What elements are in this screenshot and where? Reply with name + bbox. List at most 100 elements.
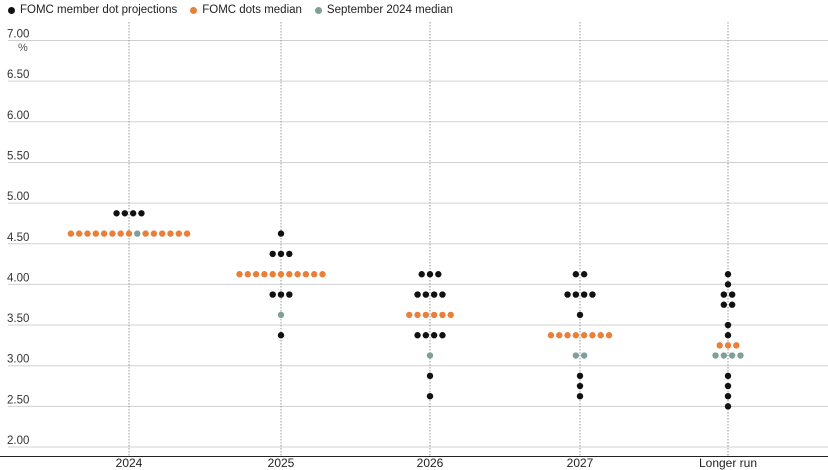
member-dot — [277, 230, 285, 237]
y-unit-label: % — [18, 42, 28, 54]
member-dot — [430, 291, 438, 298]
median-dot — [294, 271, 301, 278]
median-dot — [311, 271, 318, 278]
member-dot — [426, 271, 434, 278]
median-dot — [589, 332, 596, 339]
median-dot — [175, 230, 182, 237]
median-dot — [117, 230, 124, 237]
median-dot — [236, 271, 243, 278]
member-dot — [277, 291, 285, 298]
member-dot — [724, 281, 732, 288]
median-dot — [84, 230, 91, 237]
member-dot — [724, 372, 732, 380]
median-dot — [302, 271, 310, 278]
median-dot — [67, 230, 75, 237]
median-dot — [244, 271, 251, 278]
member-dot — [580, 291, 588, 298]
member-dot — [418, 271, 425, 278]
member-dot — [564, 291, 571, 298]
member-dot — [728, 301, 736, 308]
member-dot — [580, 271, 588, 278]
median-dot — [439, 311, 446, 319]
september-median-dot — [426, 352, 434, 359]
y-tick-label: 2.00 — [7, 435, 29, 447]
member-dot — [720, 291, 728, 298]
median-dot — [414, 311, 421, 319]
member-dot — [129, 210, 137, 217]
y-tick-label: 3.50 — [7, 313, 29, 325]
september-median-dot — [720, 352, 728, 359]
x-tick-label: 2025 — [268, 456, 295, 470]
member-dot — [422, 291, 430, 298]
median-dot — [556, 332, 563, 339]
y-tick-label: 6.00 — [7, 110, 29, 122]
legend-item-median: FOMC dots median — [190, 4, 302, 16]
member-dot — [269, 250, 276, 258]
y-tick-label: 4.50 — [7, 232, 29, 244]
member-dot — [724, 321, 732, 329]
median-dot — [547, 332, 555, 339]
legend-item-september: September 2024 median — [314, 4, 453, 16]
median-dot — [572, 332, 580, 339]
median-dot — [277, 271, 285, 278]
member-dot — [121, 210, 129, 217]
september-median-dot — [134, 230, 141, 237]
grid-lines — [8, 40, 828, 448]
median-dot — [252, 271, 260, 278]
member-dot — [728, 291, 736, 298]
median-dot — [109, 230, 116, 237]
member-dot — [576, 392, 584, 400]
legend-item-member: FOMC member dot projections — [8, 4, 177, 16]
median-dot — [76, 230, 83, 237]
x-tick-label: 2024 — [116, 456, 143, 470]
x-tick-label: 2026 — [417, 456, 444, 470]
median-dot — [564, 332, 571, 339]
member-dot — [277, 332, 285, 339]
median-dot — [597, 332, 604, 339]
september-median-dot — [737, 352, 744, 359]
member-dot — [720, 301, 728, 308]
legend-september-dot-icon — [314, 6, 322, 14]
member-dot — [422, 332, 430, 339]
y-tick-label: 6.50 — [7, 69, 29, 81]
dot-marks — [67, 210, 744, 410]
y-tick-label: 3.00 — [7, 354, 29, 366]
median-dot — [430, 311, 438, 319]
member-dot — [576, 372, 584, 380]
median-dot — [447, 311, 454, 319]
median-dot — [269, 271, 276, 278]
y-tick-label: 4.00 — [7, 272, 29, 284]
y-tick-label: 5.00 — [7, 191, 29, 203]
legend-member-dot-icon — [8, 6, 15, 14]
median-dot — [580, 332, 588, 339]
member-dot — [572, 271, 580, 278]
member-dot — [269, 291, 276, 298]
y-tick-label: 7.00 — [7, 29, 29, 41]
member-dot — [724, 271, 732, 278]
member-dot — [426, 372, 434, 380]
median-dot — [142, 230, 149, 237]
member-dot — [572, 291, 580, 298]
september-median-dot — [712, 352, 719, 359]
median-dot — [125, 230, 133, 237]
legend-september-label: September 2024 median — [326, 4, 453, 16]
member-dot — [724, 332, 732, 339]
september-median-dot — [277, 311, 285, 319]
x-tick-label: Longer run — [699, 456, 757, 470]
member-dot — [286, 291, 293, 298]
member-dot — [439, 332, 446, 339]
member-dot — [724, 392, 732, 400]
median-dot — [724, 342, 732, 349]
member-dot — [426, 392, 434, 400]
member-dot — [286, 250, 293, 258]
member-dot — [576, 311, 584, 319]
median-dot — [286, 271, 293, 278]
member-dot — [589, 291, 596, 298]
member-dot — [576, 382, 584, 390]
median-dot — [422, 311, 430, 319]
median-dot — [100, 230, 108, 237]
member-dot — [435, 271, 442, 278]
chart-legend: FOMC member dot projections FOMC dots me… — [8, 2, 466, 18]
september-median-dot — [580, 352, 588, 359]
